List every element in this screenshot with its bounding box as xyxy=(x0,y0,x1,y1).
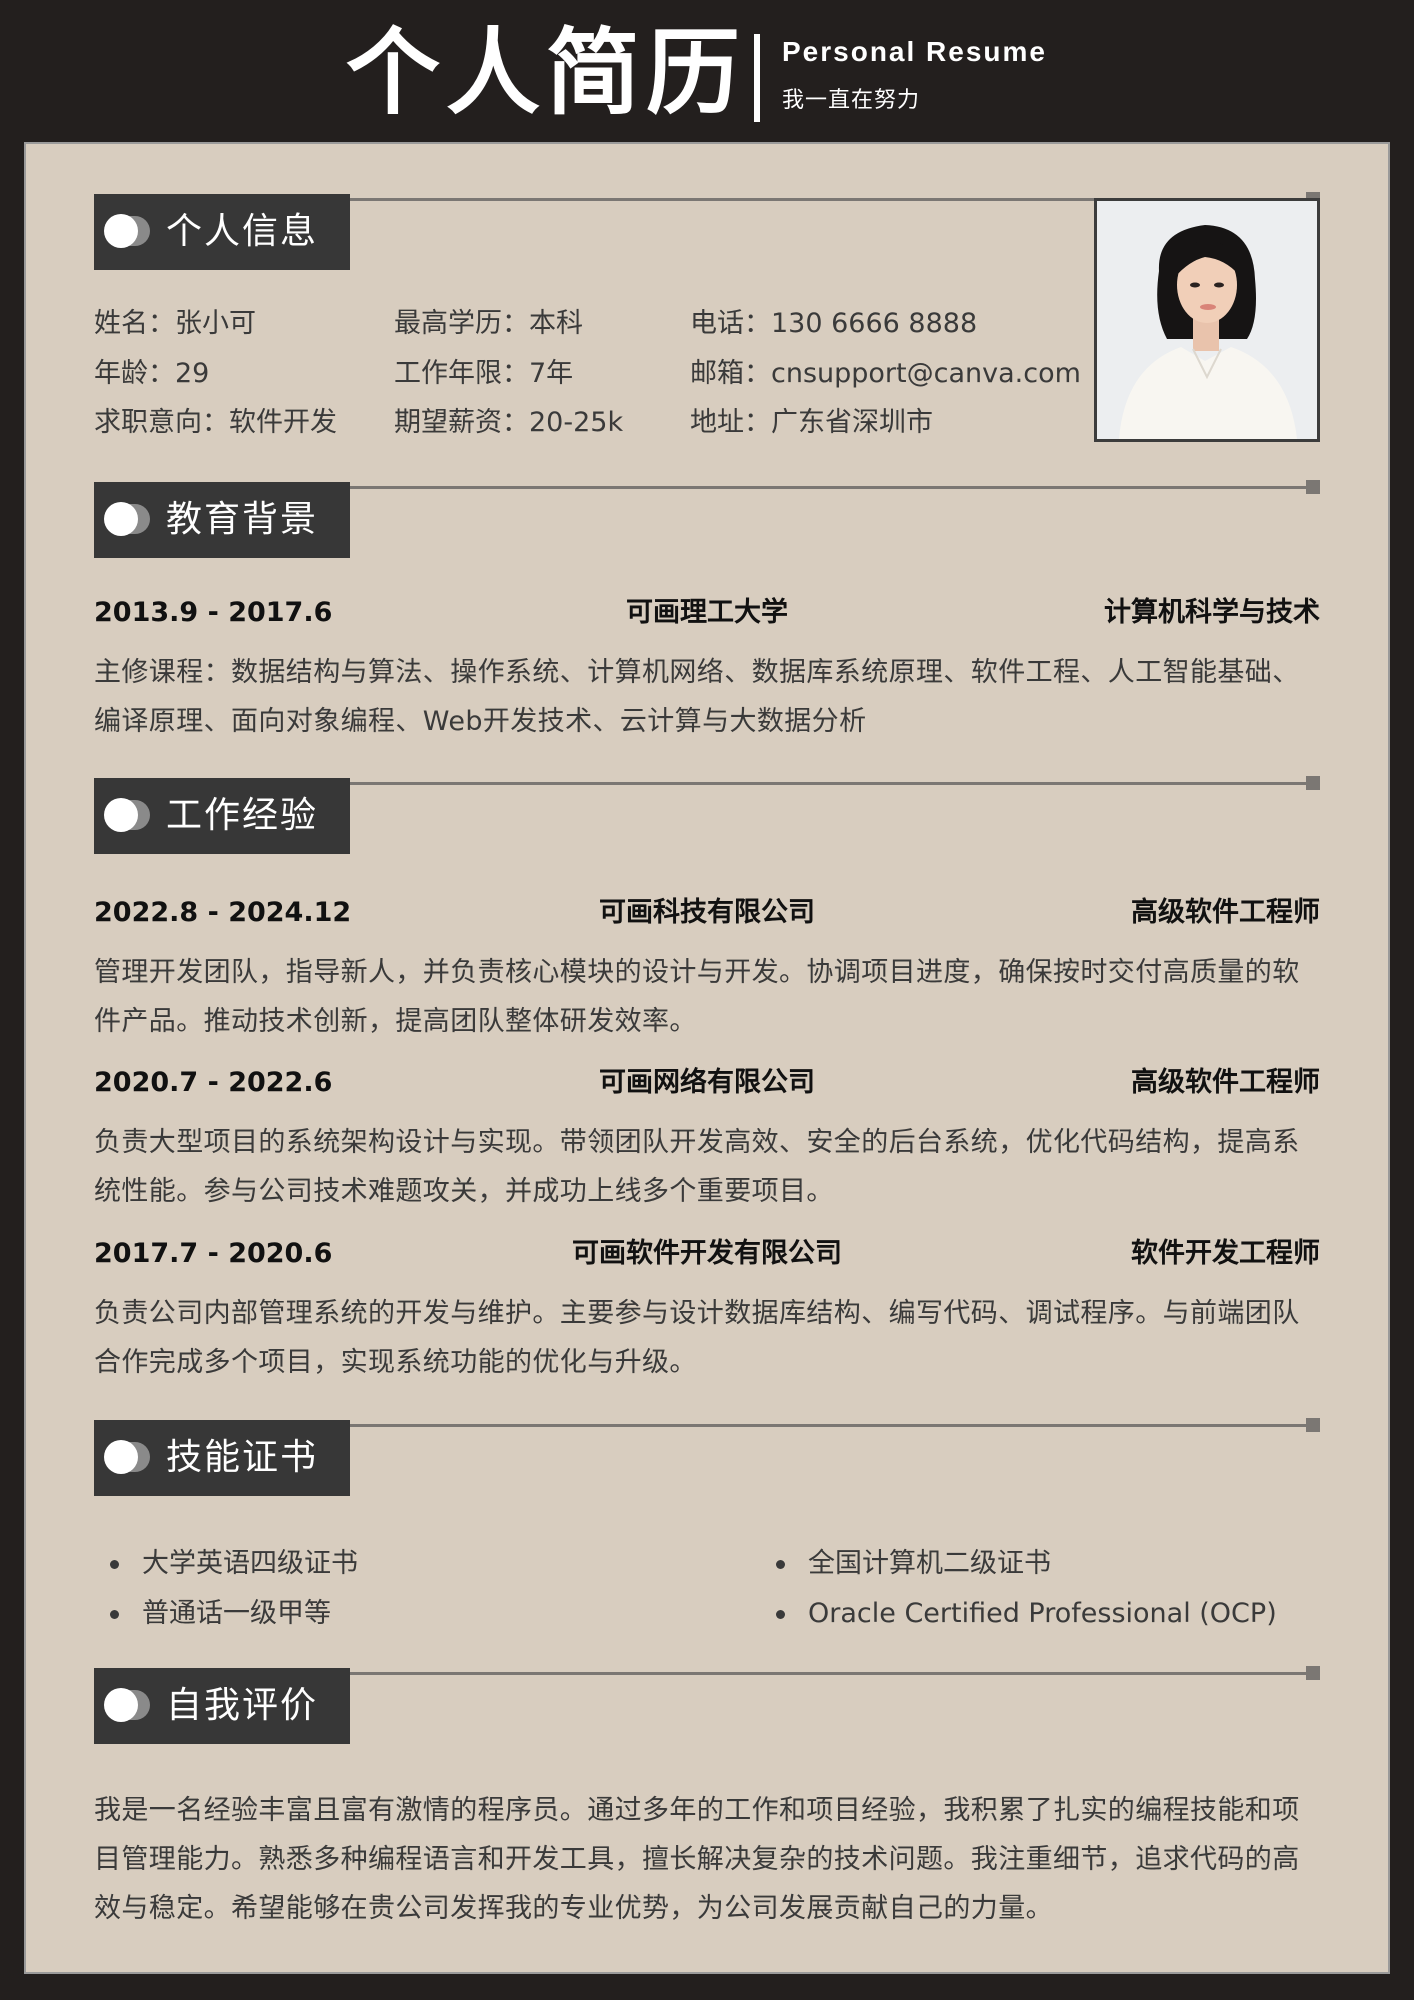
section-title: 工作经验 xyxy=(166,795,319,836)
work-company: 可画网络有限公司 xyxy=(599,1067,815,1098)
section-rule-end xyxy=(1306,776,1320,790)
section-title: 技能证书 xyxy=(166,1437,319,1478)
work-description: 负责公司内部管理系统的开发与维护。主要参与设计数据库结构、编写代码、调试程序。与… xyxy=(94,1298,1300,1378)
work-date: 2017.7 - 2020.6 xyxy=(94,1238,333,1269)
toggle-icon xyxy=(104,214,150,248)
section-label: 教育背景 xyxy=(94,482,350,558)
work-role: 高级软件工程师 xyxy=(1131,1067,1320,1098)
section-rule-end xyxy=(1306,480,1320,494)
section-label: 技能证书 xyxy=(94,1420,350,1496)
bullet-icon xyxy=(776,1610,785,1619)
skill-item: 大学英语四级证书 xyxy=(142,1548,358,1579)
education-major: 计算机科学与技术 xyxy=(1104,597,1320,628)
resume-slogan: 我一直在努力 xyxy=(782,88,921,113)
work-company: 可画科技有限公司 xyxy=(599,897,815,928)
work-role: 软件开发工程师 xyxy=(1131,1238,1320,1269)
work-role: 高级软件工程师 xyxy=(1131,897,1320,928)
self-evaluation-text: 我是一名经验丰富且富有激情的程序员。通过多年的工作和项目经验，我积累了扎实的编程… xyxy=(94,1795,1300,1924)
resume-title: 个人简历 xyxy=(346,19,747,128)
info-intent: 求职意向：软件开发 xyxy=(94,407,337,438)
section-rule xyxy=(348,198,1318,201)
education-date: 2013.9 - 2017.6 xyxy=(94,597,333,628)
toggle-icon xyxy=(104,502,150,536)
section-rule-end xyxy=(1306,1666,1320,1680)
portrait-illustration xyxy=(1097,201,1317,439)
resume-body: 个人信息 姓名：张小可 年龄：29 求职意向：软件开发 最高学历：本科 工作年限… xyxy=(24,142,1390,1974)
work-date: 2020.7 - 2022.6 xyxy=(94,1067,333,1098)
bullet-icon xyxy=(110,1560,119,1569)
education-courses: 主修课程：数据结构与算法、操作系统、计算机网络、数据库系统原理、软件工程、人工智… xyxy=(94,657,1300,737)
work-company: 可画软件开发有限公司 xyxy=(572,1238,842,1269)
info-degree: 最高学历：本科 xyxy=(394,308,583,339)
resume-subtitle-en: Personal Resume xyxy=(782,36,1047,67)
info-age: 年龄：29 xyxy=(94,358,210,389)
info-salary: 期望薪资：20-25k xyxy=(394,407,624,438)
resume-header: 个人简历 Personal Resume 我一直在努力 xyxy=(0,0,1414,142)
work-description: 管理开发团队，指导新人，并负责核心模块的设计与开发。协调项目进度，确保按时交付高… xyxy=(94,957,1300,1037)
section-label: 个人信息 xyxy=(94,194,350,270)
section-rule xyxy=(348,782,1318,785)
work-entry-head: 2020.7 - 2022.6 可画网络有限公司 高级软件工程师 xyxy=(94,1063,1320,1103)
info-years: 工作年限：7年 xyxy=(394,358,574,389)
section-title: 教育背景 xyxy=(166,499,319,540)
info-email: 邮箱：cnsupport@canva.com xyxy=(690,358,1081,389)
work-description: 负责大型项目的系统架构设计与实现。带领团队开发高效、安全的后台系统，优化代码结构… xyxy=(94,1127,1300,1207)
header-divider xyxy=(754,34,760,122)
section-rule xyxy=(348,1424,1318,1427)
info-address: 地址：广东省深圳市 xyxy=(690,407,933,438)
section-rule xyxy=(348,486,1318,489)
toggle-icon xyxy=(104,798,150,832)
section-label: 工作经验 xyxy=(94,778,350,854)
work-date: 2022.8 - 2024.12 xyxy=(94,897,352,928)
toggle-icon xyxy=(104,1688,150,1722)
work-entry-head: 2022.8 - 2024.12 可画科技有限公司 高级软件工程师 xyxy=(94,893,1320,933)
section-title: 个人信息 xyxy=(166,211,319,252)
education-entry-head: 2013.9 - 2017.6 可画理工大学 计算机科学与技术 xyxy=(94,593,1320,633)
education-school: 可画理工大学 xyxy=(626,597,788,628)
toggle-icon xyxy=(104,1440,150,1474)
bullet-icon xyxy=(776,1560,785,1569)
info-phone: 电话：130 6666 8888 xyxy=(690,308,978,339)
skill-item: 普通话一级甲等 xyxy=(142,1598,331,1629)
bullet-icon xyxy=(110,1610,119,1619)
info-name: 姓名：张小可 xyxy=(94,308,256,339)
section-title: 自我评价 xyxy=(166,1685,319,1726)
section-label: 自我评价 xyxy=(94,1668,350,1744)
skill-item: Oracle Certified Professional (OCP) xyxy=(808,1598,1277,1629)
profile-photo xyxy=(1094,198,1320,442)
skill-item: 全国计算机二级证书 xyxy=(808,1548,1051,1579)
section-rule xyxy=(348,1672,1318,1675)
work-entry-head: 2017.7 - 2020.6 可画软件开发有限公司 软件开发工程师 xyxy=(94,1234,1320,1274)
section-rule-end xyxy=(1306,1418,1320,1432)
